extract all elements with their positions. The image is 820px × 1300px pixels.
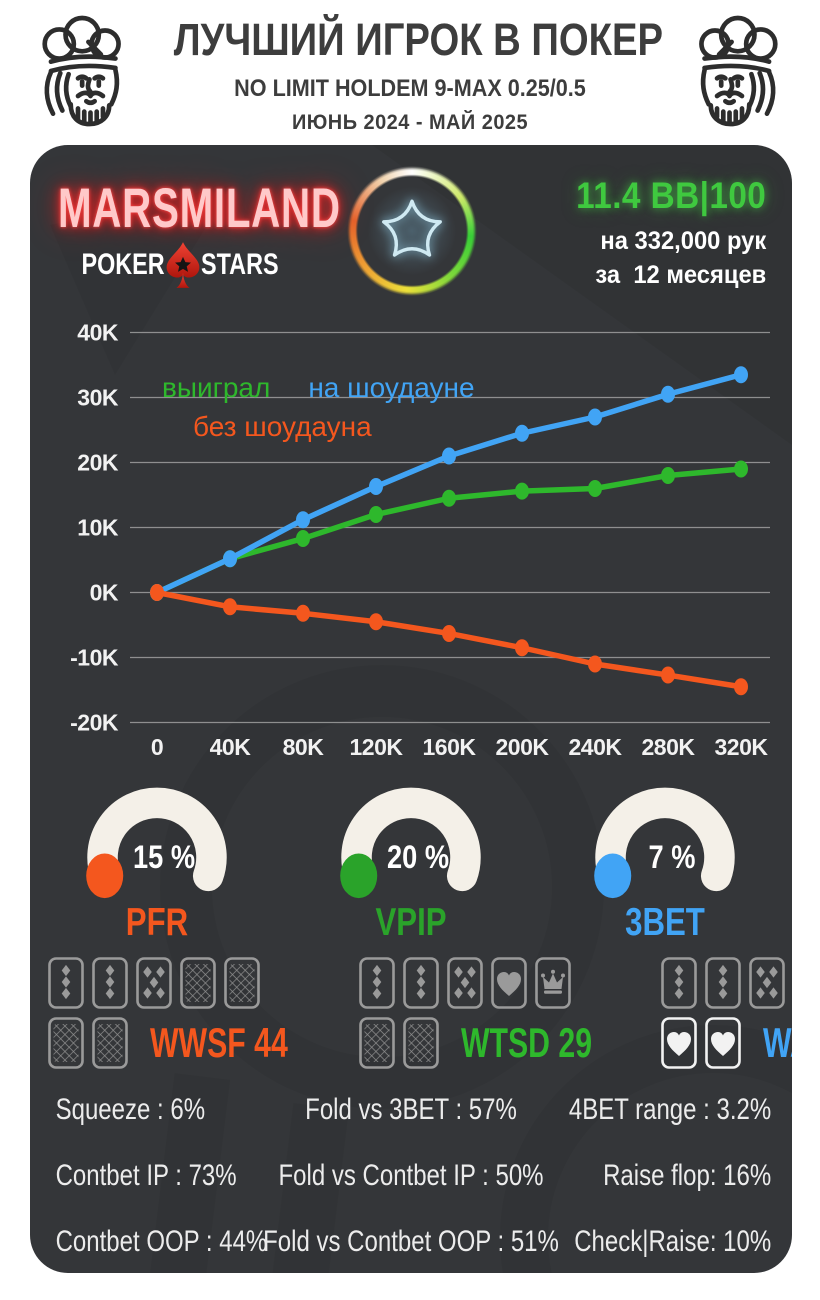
playing-card-icon-d5 [136, 957, 172, 1009]
stats-column-3: 4BET range : 3.2% Raise flop: 16% Check|… [552, 1077, 792, 1273]
stat-raise-flop: Raise flop: 16% [603, 1159, 772, 1192]
stat-fold-vs-contbet-oop: Fold vs Contbet OOP : 51% [263, 1225, 559, 1258]
gauge-pfr-label: PFR [125, 901, 189, 944]
legend-won: выиграл [162, 372, 271, 403]
wasd-value: WASD 54 [763, 1019, 792, 1066]
svg-text:120K: 120K [350, 734, 404, 760]
stat-check-raise: Check|Raise: 10% [574, 1225, 772, 1258]
playing-card-icon-d3 [359, 957, 396, 1009]
playing-card-icon-d3 [705, 957, 742, 1009]
gauge-pfr-value: 15 % [133, 839, 195, 875]
gauge-3bet-label: 3BET [625, 901, 705, 944]
playing-card-icon-heart [491, 957, 528, 1009]
playing-card-icon-d5 [749, 957, 786, 1009]
svg-text:-10K: -10K [70, 645, 119, 671]
stats-card: MARSMILAND POKER STARS 11.4 BB|100 на 33… [30, 145, 792, 1273]
pokerstars-logo-stars: STARS [200, 248, 279, 281]
playing-card-icon-back [359, 1017, 396, 1069]
svg-text:80K: 80K [283, 734, 325, 760]
svg-text:200K: 200K [496, 734, 550, 760]
winnings-chart: 40K 30K 20K 10K 0K -10K -20K 0 40K 80K 120K 160K 200… [30, 300, 792, 775]
svg-text:20K: 20K [77, 450, 119, 476]
gauge-arc [594, 787, 735, 899]
star-badge [334, 153, 490, 309]
svg-text:10K: 10K [77, 515, 119, 541]
gauge-arc [86, 787, 227, 899]
gauge-vpip: 20 % VPIP [311, 781, 511, 943]
playing-card-icon-back [48, 1017, 84, 1069]
chef-icon [699, 15, 778, 127]
gauge-pfr: 15 % PFR [57, 781, 257, 943]
gauge-arc [340, 787, 481, 899]
stats-column-2: Fold vs 3BET : 57% Fold vs Contbet IP : … [263, 1077, 559, 1273]
playing-card-icon-heart-bright [661, 1017, 698, 1069]
gauge-3bet: 7 % 3BET [565, 781, 765, 943]
gauge-vpip-value: 20 % [387, 839, 449, 875]
svg-text:30K: 30K [77, 385, 119, 411]
playing-card-icon-back [224, 957, 260, 1009]
legend-showdown: на шоудауне [308, 372, 475, 403]
player-nickname: MARSMILAND [58, 176, 341, 239]
showdown-wtsd: WTSD 29 [341, 957, 643, 1069]
date-period: ИЮНЬ 2024 - МАЙ 2025 [291, 111, 529, 134]
stat-contbet-ip: Contbet IP : 73% [55, 1159, 237, 1192]
game-subtitle: NO LIMIT HOLDEM 9-MAX 0.25/0.5 [234, 75, 586, 102]
svg-text:-20K: -20K [70, 710, 119, 736]
hands-count: на 332,000 рук [600, 227, 766, 255]
showdown-wasd: WASD 54 [643, 957, 792, 1069]
gauge-vpip-label: VPIP [375, 901, 447, 944]
svg-text:240K: 240K [569, 734, 623, 760]
legend-non-showdown: без шоудауна [193, 411, 372, 442]
playing-card-icon-d5 [447, 957, 484, 1009]
wwsf-value: WWSF 44 [150, 1019, 288, 1066]
winrate-block: 11.4 BB|100 на 332,000 рук за 12 месяцев [555, 175, 766, 290]
svg-text:280K: 280K [642, 734, 696, 760]
gauge-3bet-value: 7 % [648, 839, 696, 875]
stat-squeeze: Squeeze : 6% [55, 1093, 206, 1126]
period-months: за 12 месяцев [595, 261, 766, 289]
neon-ring [349, 168, 475, 294]
svg-text:0K: 0K [90, 580, 119, 606]
playing-card-icon-d3 [403, 957, 440, 1009]
stat-4bet-range: 4BET range : 3.2% [568, 1093, 772, 1126]
stat-fold-vs-3bet: Fold vs 3BET : 57% [305, 1093, 517, 1126]
playing-card-icon-crown [535, 957, 572, 1009]
spade-icon [166, 242, 200, 288]
winrate-value: 11.4 BB|100 [575, 175, 766, 216]
playing-card-icon-back [180, 957, 216, 1009]
svg-text:40K: 40K [77, 320, 119, 346]
svg-text:0: 0 [151, 734, 163, 760]
chef-icon [42, 15, 121, 127]
showdown-stats-row: WWSF 44 WTSD 29 WASD 54 [30, 957, 792, 1069]
stat-fold-vs-contbet-ip: Fold vs Contbet IP : 50% [278, 1159, 544, 1192]
svg-text:320K: 320K [715, 734, 769, 760]
playing-card-icon-back [403, 1017, 440, 1069]
wtsd-value: WTSD 29 [461, 1019, 593, 1066]
playing-card-icon-d3 [92, 957, 128, 1009]
pokerstars-logo-poker: POKER [81, 248, 165, 281]
gauges-row: 15 % PFR 20 % VPIP 7 % 3BET [30, 781, 792, 943]
svg-text:160K: 160K [423, 734, 477, 760]
star-icon [382, 199, 442, 257]
playing-card-icon-d3 [48, 957, 84, 1009]
playing-card-icon-d3 [661, 957, 698, 1009]
pokerstars-logo: POKER STARS [58, 241, 300, 289]
page-title: ЛУЧШИЙ ИГРОК В ПОКЕР [173, 14, 664, 65]
bottom-stats: Squeeze : 6% Contbet IP : 73% Contbet OO… [30, 1077, 792, 1273]
winnings-chart-svg: 40K 30K 20K 10K 0K -10K -20K 0 40K 80K 120K 160K 200… [70, 320, 770, 760]
svg-text:40K: 40K [210, 734, 252, 760]
chart-legend: выиграл на шоудауне без шоудауна [162, 372, 475, 443]
stats-column-1: Squeeze : 6% Contbet IP : 73% Contbet OO… [30, 1077, 270, 1273]
stat-contbet-oop: Contbet OOP : 44% [55, 1225, 268, 1258]
header-text: ЛУЧШИЙ ИГРОК В ПОКЕР NO LIMIT HOLDEM 9-M… [132, 14, 688, 135]
playing-card-icon-back [92, 1017, 128, 1069]
showdown-wwsf: WWSF 44 [30, 957, 341, 1069]
playing-card-icon-heart-bright [705, 1017, 742, 1069]
